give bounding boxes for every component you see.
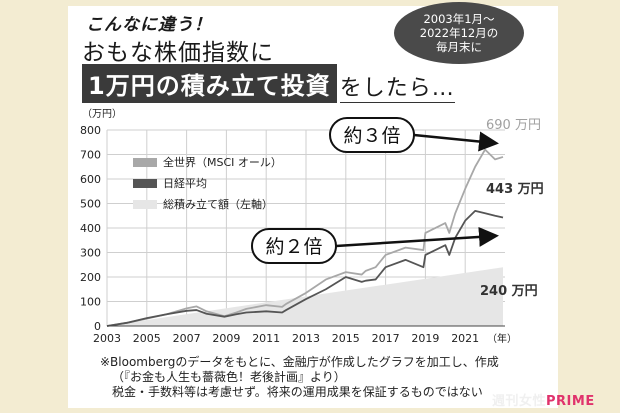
y-tick-label: 300: [80, 247, 101, 260]
y-tick-label: 400: [80, 222, 101, 235]
headline-rest: をしたら…: [339, 70, 455, 103]
x-tick-label: 2011: [252, 332, 280, 345]
bubble-line3: 毎月末に: [436, 40, 482, 54]
headline-line2: 1万円の積み立て投資 をしたら…: [82, 64, 455, 103]
legend-swatch-1: [133, 179, 157, 188]
footnote-line1: ※Bloombergのデータをもとに、金融庁が作成したグラフを加工し、作成: [100, 355, 499, 369]
footnote-line3: 税金・手数料等は考慮せず。将来の運用成果を保証するものではない: [112, 385, 483, 399]
x-tick-label: 2015: [332, 332, 360, 345]
x-tick-label: 2019: [411, 332, 439, 345]
x-unit-label: （年）: [487, 332, 517, 345]
x-tick-label: 2007: [173, 332, 201, 345]
end-label-nikkei: 443 万円: [486, 182, 544, 197]
callout-arrow-2x: [335, 226, 499, 248]
brand-part2: PRIME: [546, 394, 595, 409]
legend-label-1: 日経平均: [163, 177, 207, 190]
x-tick-label: 2017: [372, 332, 400, 345]
x-tick-label: 2021: [451, 332, 479, 345]
brand-part1: 週刊女性: [492, 394, 547, 409]
end-label-msci: 690 万円: [486, 118, 541, 133]
end-label-total: 240 万円: [480, 284, 538, 299]
bubble-line1: 2003年1月〜: [423, 12, 495, 26]
x-tick-label: 2003: [93, 332, 121, 345]
legend-swatch-2: [133, 200, 157, 209]
headline-line1: おもな株価指数に: [82, 33, 274, 69]
legend-swatch-0: [133, 158, 157, 167]
bubble-line2: 2022年12月の: [419, 26, 499, 40]
callout-arrow-3x: [413, 131, 499, 152]
footnote-line2: （『お金も人生も薔薇色！老後計画』より）: [112, 370, 346, 384]
legend-label-0: 全世界（MSCI オール）: [163, 155, 282, 169]
y-unit-label: （万円）: [82, 108, 122, 120]
x-tick-label: 2009: [212, 332, 240, 345]
y-tick-label: 200: [80, 271, 101, 284]
y-tick-label: 800: [80, 124, 101, 137]
brand-logo: 週刊女性PRIME: [492, 390, 595, 409]
footnote: ※Bloombergのデータをもとに、金融庁が作成したグラフを加工し、作成 （『…: [100, 355, 499, 400]
series-area-2: [107, 267, 504, 326]
y-tick-label: 600: [80, 173, 101, 186]
y-tick-label: 0: [94, 320, 101, 333]
kicker-text: こんなに違う！: [86, 15, 212, 35]
legend-label-2: 総積み立て額（左軸）: [163, 197, 273, 211]
period-bubble: 2003年1月〜 2022年12月の 毎月末に: [394, 2, 524, 64]
callout-2x: 約２倍: [265, 236, 322, 258]
x-tick-label: 2013: [292, 332, 320, 345]
y-tick-label: 500: [80, 198, 101, 211]
series-line-0: [106, 148, 504, 327]
x-tick-label: 2005: [133, 332, 161, 345]
y-tick-label: 100: [80, 296, 101, 309]
y-tick-label: 700: [80, 149, 101, 162]
headline-highlight: 1万円の積み立て投資: [82, 64, 337, 103]
callout-3x: 約３倍: [343, 125, 400, 147]
